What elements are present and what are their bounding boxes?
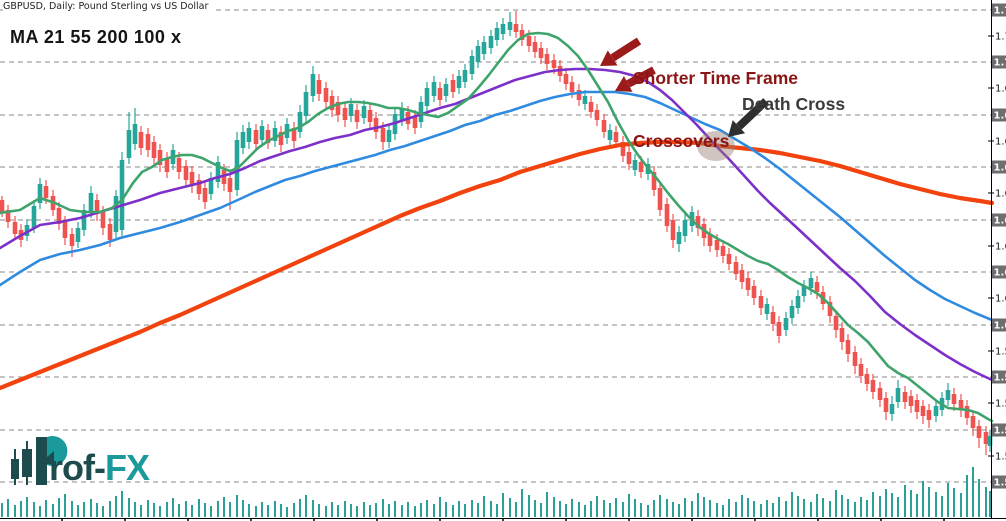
crossover-annotation-line2: Crossovers [633, 131, 730, 151]
ma-100-line [0, 90, 994, 322]
svg-text:1.6700: 1.6700 [995, 137, 1006, 148]
death-cross-annotation: Death Cross [742, 94, 846, 114]
svg-text:1.6800: 1.6800 [994, 111, 1006, 122]
prof-fx-logo: rof-FX [11, 436, 151, 488]
svg-text:1.5800: 1.5800 [994, 373, 1006, 384]
svg-text:1.6000: 1.6000 [994, 321, 1006, 332]
logo-text-rof: rof- [49, 447, 105, 488]
crossover-annotation-line1: Shorter Time Frame [633, 68, 799, 88]
svg-text:1.6500: 1.6500 [995, 189, 1006, 200]
candles-layer [0, 11, 993, 455]
svg-text:1.6400: 1.6400 [994, 216, 1006, 227]
svg-text:1.7200: 1.7200 [994, 6, 1006, 17]
chart-title: GBPUSD, Daily: Pound Sterling vs US Doll… [3, 1, 214, 13]
ma-200-line [0, 139, 995, 391]
ma-55-line [0, 67, 994, 382]
price-axis: 1.7100 1.6900 1.6700 1.6500 1.6300 1.6100 1.59… [988, 0, 1006, 518]
logo-candlestick-icon [11, 441, 32, 485]
logo-p-glyph [36, 436, 68, 485]
svg-text:1.6300: 1.6300 [995, 242, 1006, 253]
logo-text: rof-FX [49, 447, 150, 488]
death-cross-highlight [697, 131, 735, 161]
svg-text:1.5900: 1.5900 [995, 347, 1006, 358]
ma-settings-label: MA 21 55 200 100 x [10, 27, 182, 47]
svg-text:1.6200: 1.6200 [994, 268, 1006, 279]
svg-text:1.6600: 1.6600 [994, 163, 1006, 174]
svg-text:1.6100: 1.6100 [995, 294, 1006, 305]
svg-text:1.7000: 1.7000 [994, 58, 1006, 69]
svg-text:1.5600: 1.5600 [994, 426, 1006, 437]
logo-text-fx: FX [105, 447, 150, 488]
svg-text:1.5400: 1.5400 [994, 478, 1006, 489]
volume-bars [1, 467, 991, 517]
ma-21-line [0, 31, 994, 423]
svg-text:1.5500: 1.5500 [995, 452, 1006, 463]
svg-text:1.7100: 1.7100 [995, 32, 1006, 43]
svg-text:1.5700: 1.5700 [995, 399, 1006, 410]
svg-text:1.6900: 1.6900 [995, 84, 1006, 95]
crossover-annotation: Shorter Time Frame Crossovers [633, 26, 798, 194]
grid-layer [0, 9, 991, 483]
annotation-arrows [600, 37, 769, 137]
